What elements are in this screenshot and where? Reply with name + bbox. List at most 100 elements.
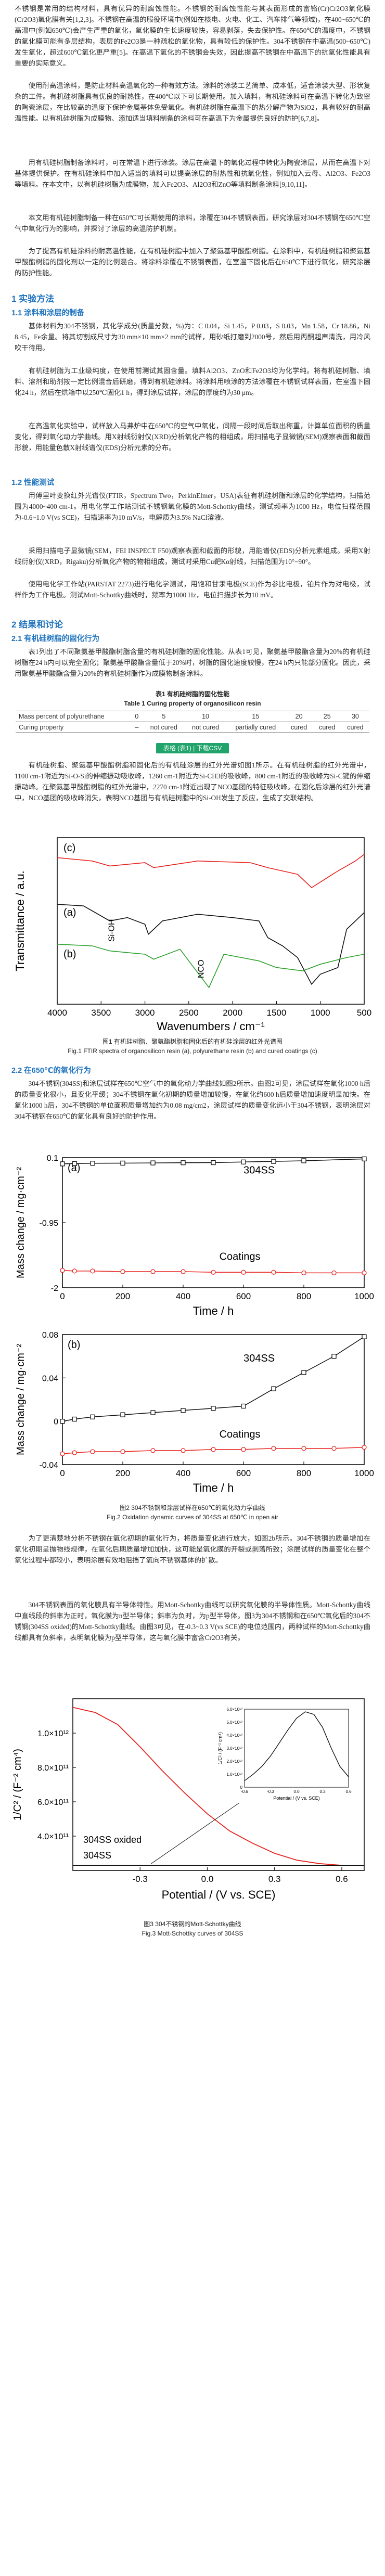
paragraph-intro-5: 为了提高有机硅涂料的耐高温性能，在有机硅树脂中加入了聚氨基甲酸酯树脂。在涂料中，… [15,247,370,277]
data-point [241,1159,246,1164]
data-point [331,1446,337,1451]
x-tick-label: 400 [176,1291,190,1301]
inset-x-tick-label: 0.3 [319,1789,326,1794]
data-point [150,1160,156,1165]
paragraph-intro-1: 不锈钢是常用的结构材料，具有优异的耐腐蚀性能。不锈钢的耐腐蚀性能与其表面形成的富… [15,5,370,67]
data-point [60,1451,65,1456]
paragraph-methods-1: 基体材料为304不锈钢，其化学成分(质量分数，%)为：C 0.04，Si 1.4… [15,322,370,352]
y-axis-label: Mass change / mg·cm⁻² [15,1344,27,1455]
table-cell: – [131,722,143,733]
figure-3-mott-schottky-chart: -0.3 0.0 0.3 0.6 4.0×10¹¹ 6.0×10¹¹ 8.0×10¹¹ 1.0… [12,1698,365,1901]
plot-frame [62,1334,365,1465]
x-tick-label: 3500 [91,1008,111,1018]
figure-3-caption-en: Fig.3 Mott-Schottky curves of 304SS [142,1930,243,1937]
x-axis-label: Potential / (V vs. SCE) [162,1888,276,1901]
table-title-cn: 表1 有机硅树脂的固化性能 [155,690,229,698]
paragraph-intro-3: 用有机硅树脂制备涂料时，可在常温下进行涂装。涂层在高温下的氧化过程中转化为陶瓷涂… [15,159,370,188]
data-point [150,1269,156,1274]
inset-x-tick-label: -0.3 [267,1789,274,1794]
y-tick-label: 0 [54,1418,58,1427]
x-tick-label: 3000 [135,1008,155,1018]
table-download-button[interactable]: 表格 (表1) | 下载CSV [156,743,229,753]
data-point [362,1445,367,1450]
table-cell: cured [285,722,313,733]
figure-2-caption-cn: 图2 304不锈钢和涂层试样在650℃的氧化动力学曲线 [120,1504,265,1511]
y-tick-label: 4.0×10¹¹ [37,1832,69,1841]
x-tick-label: 400 [176,1468,190,1478]
paragraph-intro-2: 使用耐高温涂料，是防止材料高温氧化的一种有效方法。涂料的涂装工艺简单、成本低，适… [15,82,370,122]
x-tick-label: 0 [60,1468,65,1478]
y-tick-label: 6.0×10¹¹ [37,1798,69,1807]
series-label: 304SS [83,1850,111,1861]
table-cell: cured [313,722,341,733]
data-point [211,1447,216,1452]
x-tick-label: 0.6 [336,1874,348,1884]
data-point [120,1269,125,1274]
data-point [90,1161,95,1166]
y-axis-label: 1/C² / (F⁻² cm⁴) [12,1749,23,1821]
table-row: Curing property – not cured not cured pa… [16,722,369,733]
table-header-row: Mass percent of polyurethane 0 5 10 15 2… [16,711,369,722]
data-point [211,1270,216,1275]
data-point [271,1386,276,1391]
spectrum-line-b [57,944,365,989]
series-line-304SS-oxided [72,1707,364,1866]
y-tick-label: 0.1 [47,1154,58,1163]
figure-1-ftir-chart: 4000 3500 3000 2500 2000 1500 1000 500 Wavenumbe… [14,837,371,1033]
table-header-cell: 30 [341,711,369,722]
paragraph-intro-4: 本文用有机硅树脂制备一种在650℃可长期使用的涂料，涂覆在304不锈钢表面，研究… [15,214,370,233]
data-point [362,1334,367,1339]
x-tick-label: 600 [236,1291,251,1301]
paragraph-oxidation-1: 304不锈钢(304SS)和涂层试样在650℃空气中的氧化动力学曲线如图2所示。… [15,1080,370,1120]
series-line-304SS [62,1336,365,1422]
data-point [301,1270,306,1276]
x-tick-label: 1500 [267,1008,287,1018]
data-point [271,1159,276,1164]
data-point [211,1160,216,1165]
data-point [120,1160,125,1166]
subsection-heading-curing: 2.1 有机硅树脂的固化行为 [11,635,100,643]
plot-frame [62,1157,365,1288]
y-tick-label: 0.08 [42,1331,58,1340]
paragraph-methods-2: 有机硅树脂为工业级纯度，在使用前测试其固含量。填料Al2O3、ZnO和Fe2O3… [15,367,370,396]
series-line-Coatings [62,1446,365,1454]
section-heading-results: 2 结果和讨论 [11,620,63,630]
table-header-label: Mass percent of polyurethane [16,711,131,722]
data-point [181,1160,186,1165]
data-point [90,1449,95,1454]
data-point [362,1270,367,1276]
x-axis-label: Time / h [193,1304,234,1317]
inset-y-tick-label: 4.0×10¹⁰ [226,1733,242,1738]
x-tick-label: 0 [60,1291,65,1301]
data-point [241,1270,246,1275]
table-cell: not cured [143,722,185,733]
series-label: (b) [63,949,76,960]
y-tick-label: -0.95 [40,1219,59,1228]
series-line-Coatings [62,1270,364,1274]
data-point [211,1406,216,1411]
x-tick-label: 1000 [354,1468,374,1478]
series-label: (c) [63,842,75,854]
series-label: 304SS [243,1353,275,1364]
x-tick-label: 200 [116,1468,130,1478]
data-point [271,1270,276,1275]
paragraph-oxidation-3: 304不锈钢表面的氧化膜具有半导体特性。用Mott-Schottky曲线可以研究… [15,1601,370,1642]
section-heading-methods: 1 实验方法 [11,294,55,304]
y-axis-label: Transmittance / a.u. [14,870,27,971]
inset-y-tick-label: 6.0×10¹⁰ [226,1707,242,1712]
data-point [331,1270,337,1276]
paragraph-testing-2: 采用扫描电子显微镜(SEM，FEI INSPECT F50)观察表面和截面的形貌… [15,547,370,566]
x-tick-label: 1000 [311,1008,330,1018]
x-tick-label: 4000 [47,1008,67,1018]
data-point [181,1269,186,1274]
table-header-cell: 10 [184,711,227,722]
plot-frame [72,1698,365,1871]
table-cell: partially cured [226,722,285,733]
plot-frame [57,837,365,1005]
panel-label: (a) [68,1162,80,1174]
y-tick-label: 1.0×10¹² [37,1729,69,1738]
data-point [60,1161,65,1167]
inset-y-tick-label: 5.0×10¹⁰ [226,1720,242,1725]
